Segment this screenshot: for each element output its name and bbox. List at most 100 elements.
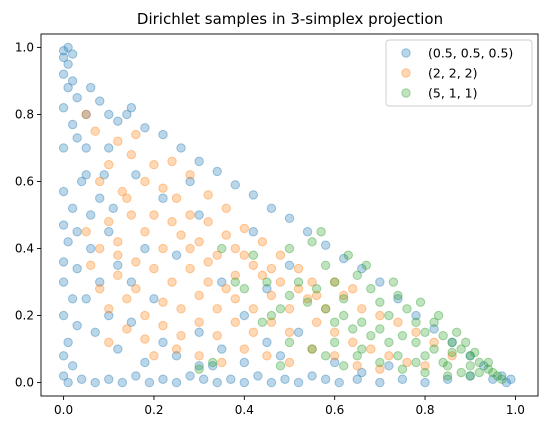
data-point: [95, 284, 105, 294]
data-point: [104, 227, 114, 237]
plot-frame: [40, 33, 539, 397]
data-point: [117, 377, 128, 388]
data-point: [384, 361, 394, 371]
data-point: [348, 284, 358, 294]
data-point: [302, 294, 313, 304]
data-point: [185, 176, 195, 187]
data-point: [339, 310, 349, 321]
data-point: [320, 304, 331, 314]
data-point: [293, 377, 304, 388]
data-point: [266, 377, 277, 388]
data-point: [275, 361, 286, 371]
data-point: [375, 364, 385, 374]
data-point: [339, 361, 349, 371]
data-point: [311, 290, 322, 301]
data-point: [226, 374, 236, 384]
data-point: [167, 277, 177, 287]
data-point: [307, 237, 317, 247]
x-tick-label: 0.2: [144, 403, 163, 417]
data-point: [307, 344, 317, 354]
data-point: [307, 277, 317, 287]
data-point: [266, 290, 277, 301]
data-point: [207, 357, 218, 368]
chart-title: Dirichlet samples in 3-simplex projectio…: [137, 10, 443, 28]
data-point: [81, 294, 91, 304]
data-point: [474, 357, 484, 368]
data-point: [113, 116, 123, 126]
data-point: [329, 277, 340, 287]
data-point: [402, 357, 412, 368]
data-point: [248, 260, 259, 270]
data-point: [239, 223, 250, 234]
data-point: [81, 109, 91, 120]
data-point: [203, 190, 213, 200]
data-point: [167, 217, 177, 227]
data-point: [104, 310, 114, 321]
data-point: [293, 277, 304, 287]
data-point: [176, 330, 186, 341]
y-tick-label: 0.6: [15, 174, 34, 188]
data-point: [104, 143, 114, 153]
data-point: [230, 294, 240, 304]
data-point: [262, 337, 272, 348]
data-point: [420, 327, 430, 338]
data-point: [158, 374, 168, 384]
data-point: [99, 170, 109, 180]
data-point: [488, 367, 498, 378]
data-point: [375, 357, 385, 368]
data-point: [293, 327, 304, 338]
legend-item: (5, 1, 1): [401, 86, 478, 101]
data-point: [158, 129, 168, 140]
data-point: [140, 176, 150, 187]
data-point: [81, 109, 91, 120]
data-point: [262, 277, 272, 287]
data-point: [158, 243, 168, 254]
x-tick-label: 0.8: [415, 403, 434, 417]
data-point: [461, 337, 471, 348]
data-point: [253, 371, 263, 381]
data-point: [72, 263, 82, 274]
data-point: [90, 126, 100, 136]
data-point: [212, 166, 222, 177]
data-point: [307, 371, 317, 381]
data-point: [497, 371, 507, 381]
y-tick-label: 1.0: [15, 40, 34, 54]
data-point: [442, 361, 453, 371]
data-point: [76, 176, 87, 187]
data-point: [86, 260, 96, 270]
data-point: [95, 193, 105, 203]
data-point: [230, 317, 240, 327]
y-tick-label: 0.8: [15, 107, 34, 121]
data-point: [307, 344, 317, 354]
data-point: [203, 217, 213, 227]
data-point: [411, 317, 421, 327]
y-tick-label: 0.2: [15, 309, 34, 323]
data-point: [257, 270, 268, 281]
data-point: [402, 304, 412, 314]
data-point: [63, 237, 73, 247]
data-point: [375, 310, 385, 321]
data-point: [149, 263, 159, 274]
data-point: [72, 92, 82, 103]
data-point: [284, 243, 295, 254]
data-point: [81, 170, 91, 180]
x-tick-label: 0.6: [325, 403, 344, 417]
legend: (0.5, 0.5, 0.5) (2, 2, 2) (5, 1, 1): [385, 39, 533, 107]
data-point: [366, 344, 376, 354]
data-point: [86, 82, 96, 93]
data-point: [67, 294, 78, 304]
data-point: [158, 337, 168, 348]
data-point: [63, 337, 73, 348]
data-point: [104, 374, 114, 384]
data-point: [352, 351, 362, 361]
data-point: [420, 361, 430, 371]
data-point: [194, 317, 204, 327]
data-point: [329, 351, 340, 361]
data-point: [266, 263, 277, 274]
data-point: [393, 351, 403, 361]
legend-item: (2, 2, 2): [401, 66, 478, 81]
data-point: [366, 330, 376, 341]
data-point: [95, 176, 105, 187]
data-point: [131, 257, 141, 267]
data-point: [221, 284, 231, 294]
